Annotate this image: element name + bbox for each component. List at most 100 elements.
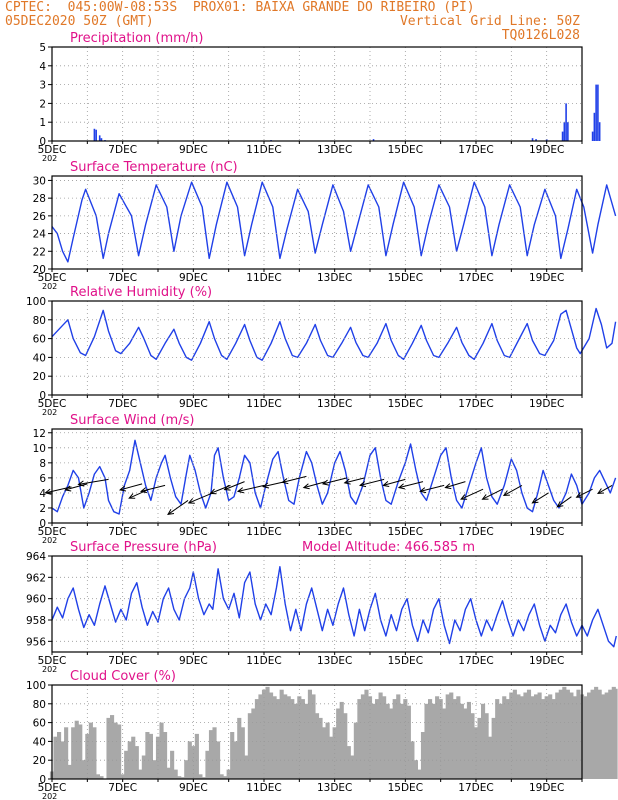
y-tick-label: 100 — [26, 296, 46, 308]
y-tick-label: 100 — [26, 680, 46, 692]
y-tick-label: 958 — [26, 615, 46, 627]
cloud-cover-bar — [216, 741, 221, 779]
y-tick-label: 5 — [39, 42, 46, 54]
wind-arrow-shaft — [303, 481, 326, 489]
cloud-cover-bar — [152, 760, 157, 779]
y-tick-label: 956 — [26, 636, 46, 648]
cloud-cover-bar — [124, 750, 129, 779]
x-tick-label: 11DEC — [246, 272, 281, 284]
cloud-cover-bar — [371, 703, 376, 779]
pressure-panel-title: Surface Pressure (hPa) — [70, 540, 217, 555]
cloud-cover-bar — [184, 760, 189, 779]
cloud-cover-bar — [339, 701, 344, 779]
cloud-cover-bar — [541, 699, 546, 779]
cloud-cover-bar — [572, 696, 577, 779]
cloud-cover-bar — [145, 732, 150, 779]
cloud-cover-bar — [134, 746, 139, 779]
cloud-cover-bar — [452, 699, 457, 779]
x-tick-label: 13DEC — [317, 526, 352, 538]
cloud-cover-bar — [481, 703, 486, 779]
cloud-cover-bar — [491, 717, 496, 779]
x-tick-label: 5DEC — [38, 782, 67, 794]
wind-arrow-shaft — [597, 484, 613, 494]
cloud-cover-bar — [350, 755, 355, 779]
wind-arrow-head — [44, 488, 52, 495]
cloud-cover-bar — [191, 746, 196, 779]
x-tick-label: 7DEC — [108, 655, 137, 667]
cloud-cover-bar — [272, 696, 277, 779]
cloud-cover-bar — [378, 692, 383, 779]
cloud-cover-bar — [477, 717, 482, 779]
pressure-series-line — [51, 566, 617, 648]
x-year-label-truncated: 202 — [42, 792, 57, 800]
y-tick-label: 80 — [33, 315, 46, 327]
cloud-cover-bar — [261, 689, 267, 779]
cloud-cover-bar — [127, 741, 132, 779]
cloud-cover-bar — [237, 717, 242, 779]
cloud-cover-bar — [318, 717, 323, 779]
y-tick-label: 964 — [26, 551, 46, 563]
wind-arrow-shaft — [224, 481, 245, 491]
cloud-cover-bar — [163, 732, 168, 779]
cloud-cover-bar — [67, 764, 72, 779]
y-tick-label: 0 — [39, 390, 46, 402]
cloud-cover-bar — [240, 727, 245, 779]
wind-arrow-head — [556, 501, 564, 508]
x-tick-label: 11DEC — [246, 782, 281, 794]
temp-series-line — [51, 181, 617, 263]
wind-arrow-shaft — [344, 477, 365, 484]
cloud-cover-bar — [431, 703, 436, 779]
cloud-cover-bar — [466, 701, 471, 779]
cloud-cover-bar — [117, 724, 122, 779]
precipitation-bar — [93, 128, 96, 141]
precipitation-bar — [100, 138, 103, 141]
cloud-cover-bar — [300, 699, 305, 779]
panel-precip: 0 1 2 3 4 5 5DEC 7DEC 9DEC 11DEC 13DEC 15DEC 17DEC 19… — [38, 31, 601, 163]
wind-arrow-shaft — [360, 478, 385, 486]
x-tick-label: 15DEC — [388, 272, 423, 284]
x-tick-label: 5DEC — [38, 526, 67, 538]
cloud-cover-bar — [106, 717, 111, 779]
y-tick-label: 962 — [26, 572, 46, 584]
cloud-cover-bar — [290, 699, 295, 779]
wind-arrow-shaft — [282, 475, 307, 483]
y-tick-label: 8 — [39, 458, 46, 470]
x-tick-label: 19DEC — [529, 655, 564, 667]
y-tick-label: 4 — [39, 61, 46, 73]
cloud-cover-bar — [449, 692, 454, 779]
temp-panel-title: Surface Temperature (nC) — [70, 160, 238, 175]
x-tick-label: 11DEC — [246, 398, 281, 410]
wind-arrow-head — [321, 479, 329, 486]
wind-arrow-head — [502, 490, 510, 496]
cloud-cover-bar — [71, 727, 76, 779]
x-tick-label: 15DEC — [388, 655, 423, 667]
precipitation-bar — [567, 122, 569, 141]
x-tick-label: 17DEC — [458, 272, 493, 284]
cloud-cover-bar — [565, 689, 570, 779]
precipitation-bar — [531, 138, 534, 141]
wind-arrow-shaft — [460, 488, 484, 500]
panel-cloud: 0 20 40 60 80 100 5DEC 7DEC 9DEC 11DEC 13DEC 15DEC 1… — [26, 669, 618, 800]
cloud-cover-bar — [336, 708, 341, 779]
cloud-cover-bar — [314, 713, 320, 779]
y-tick-label: 28 — [33, 193, 46, 205]
x-tick-label: 5DEC — [38, 655, 67, 667]
panel-rh: 0 20 40 60 80 100 5DEC 7DEC 9DEC 11DEC 13DEC 15DEC 1… — [26, 285, 617, 417]
wind-arrow-head — [575, 492, 583, 498]
y-tick-label: 1 — [39, 117, 46, 129]
y-tick-label: 60 — [33, 718, 46, 730]
x-tick-label: 9DEC — [179, 526, 208, 538]
x-tick-label: 15DEC — [388, 526, 423, 538]
wind-arrow-shaft — [398, 481, 424, 489]
cloud-cover-bar — [208, 730, 214, 779]
cloud-cover-bar — [219, 774, 224, 779]
wind-arrow-head — [531, 497, 539, 504]
cloud-cover-bar — [57, 732, 62, 779]
wind-arrow-head — [262, 482, 270, 489]
cloud-cover-bar — [85, 733, 90, 779]
cloud-cover-bar — [269, 692, 274, 779]
cloud-cover-bar — [470, 713, 475, 779]
x-tick-label: 19DEC — [529, 526, 564, 538]
wind-arrow-head — [223, 484, 231, 491]
